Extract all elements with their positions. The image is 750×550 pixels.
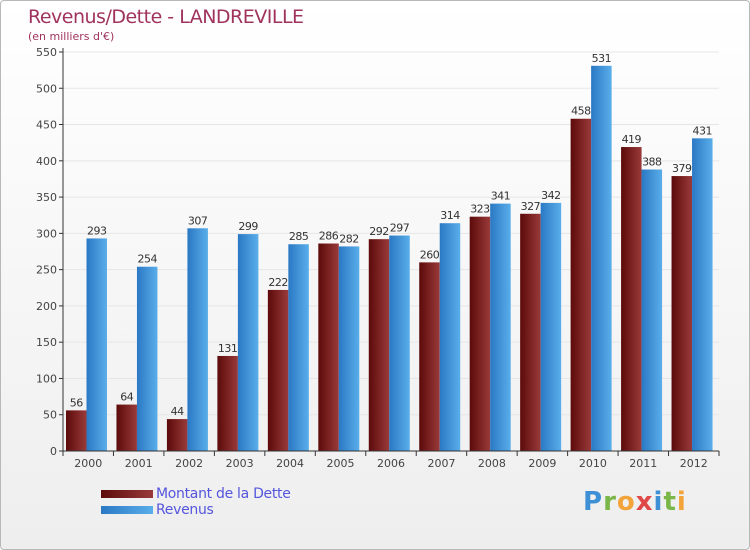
bar-dette (318, 243, 339, 451)
x-tick-label: 2011 (629, 457, 657, 470)
data-label: 282 (339, 232, 359, 245)
data-label: 286 (319, 230, 339, 243)
x-tick-label: 2002 (175, 457, 203, 470)
data-label: 323 (470, 203, 490, 216)
legend-label-dette: Montant de la Dette (156, 486, 291, 502)
x-tick-label: 2012 (680, 457, 708, 470)
bar-dette (419, 262, 440, 451)
logo-letter: i (653, 487, 664, 517)
y-tick-label: 250 (36, 264, 57, 277)
x-tick-label: 2005 (327, 457, 355, 470)
logo-letter: r (603, 487, 617, 517)
y-tick-label: 550 (36, 46, 57, 59)
legend-swatch-revenus (101, 506, 153, 514)
bar-dette (520, 213, 541, 451)
bar-dette (671, 176, 693, 451)
legend-swatch-dette (101, 490, 153, 498)
logo-letter: t (663, 487, 677, 517)
x-tick-label: 2006 (377, 457, 405, 470)
bar-revenus (641, 169, 663, 452)
chart-subtitle: (en milliers d'€) (28, 30, 115, 43)
bar-revenus (439, 223, 461, 451)
bar-revenus (237, 234, 259, 451)
data-label: 64 (120, 391, 133, 404)
bar-dette (621, 147, 642, 451)
bars (66, 65, 713, 452)
y-tick-label: 50 (43, 409, 57, 422)
data-label: 222 (268, 276, 288, 289)
data-label: 458 (571, 105, 591, 118)
data-label: 531 (592, 52, 612, 65)
data-label: 56 (70, 396, 83, 409)
data-label: 388 (642, 156, 662, 169)
bar-revenus (288, 244, 309, 451)
bar-dette (267, 289, 289, 451)
bar-dette (570, 118, 592, 451)
y-tick-label: 0 (50, 445, 57, 458)
y-tick-label: 450 (36, 119, 57, 132)
bar-revenus (591, 65, 612, 452)
logo-letter: P (583, 487, 604, 517)
y-tick-label: 150 (36, 336, 57, 349)
x-tick-label: 2010 (579, 457, 607, 470)
data-label: 342 (541, 189, 561, 202)
logo-letter: o (616, 487, 636, 517)
bar-dette (166, 419, 188, 451)
y-axis: 0 50 100 150 200 250 300 350 400 450 500 550 (36, 46, 64, 458)
bar-dette (116, 404, 137, 451)
chart-title: Revenus/Dette - LANDREVILLE (28, 6, 304, 28)
data-label: 260 (420, 248, 440, 261)
bar-revenus (692, 138, 713, 451)
bar-dette (66, 410, 87, 451)
legend-label-revenus: Revenus (156, 502, 214, 518)
data-label: 131 (218, 342, 238, 355)
data-label: 379 (672, 162, 692, 175)
y-tick-label: 350 (36, 191, 57, 204)
bar-revenus (86, 238, 107, 451)
data-label: 297 (390, 222, 410, 235)
x-tick-label: 2001 (125, 457, 153, 470)
data-label: 44 (171, 405, 184, 418)
y-tick-label: 300 (36, 227, 57, 240)
data-label: 299 (238, 220, 258, 233)
x-tick-label: 2007 (427, 457, 455, 470)
data-label: 314 (440, 209, 460, 222)
data-label: 327 (521, 200, 541, 213)
bar-chart: 0 50 100 150 200 250 300 350 400 450 500 550 56 293 6… (36, 46, 720, 470)
data-label: 293 (87, 224, 107, 237)
x-tick-label: 2003 (226, 457, 254, 470)
bar-dette (368, 239, 390, 451)
bar-revenus (338, 246, 360, 451)
bar-revenus (136, 266, 158, 451)
x-tick-label: 2000 (74, 457, 102, 470)
y-tick-label: 500 (36, 82, 57, 95)
bar-revenus (389, 235, 410, 451)
logo-letter: i (676, 487, 687, 517)
data-label: 285 (289, 230, 309, 243)
logo-letter: x (635, 487, 654, 517)
y-tick-label: 200 (36, 300, 57, 313)
data-labels: 56 293 64 254 44 307 131 299 222 285 286 282 292 297 2… (70, 52, 713, 418)
data-label: 307 (188, 214, 208, 227)
bar-revenus (187, 228, 208, 451)
x-tick-label: 2008 (478, 457, 506, 470)
data-label: 341 (491, 190, 511, 203)
y-tick-label: 400 (36, 155, 57, 168)
x-tick-label: 2009 (528, 457, 556, 470)
bar-revenus (490, 203, 511, 451)
data-label: 254 (137, 253, 157, 266)
proxiti-logo: Proxiti (583, 487, 687, 517)
data-label: 292 (369, 225, 389, 238)
y-tick-label: 100 (36, 372, 57, 385)
x-tick-label: 2004 (276, 457, 304, 470)
bar-dette (217, 355, 238, 451)
data-label: 419 (622, 133, 642, 146)
bar-revenus (540, 202, 562, 451)
bar-dette (469, 216, 491, 451)
data-label: 431 (693, 124, 713, 137)
x-axis: 2000 2001 2002 2003 2004 2005 2006 2007 2008 2009… (62, 450, 720, 470)
